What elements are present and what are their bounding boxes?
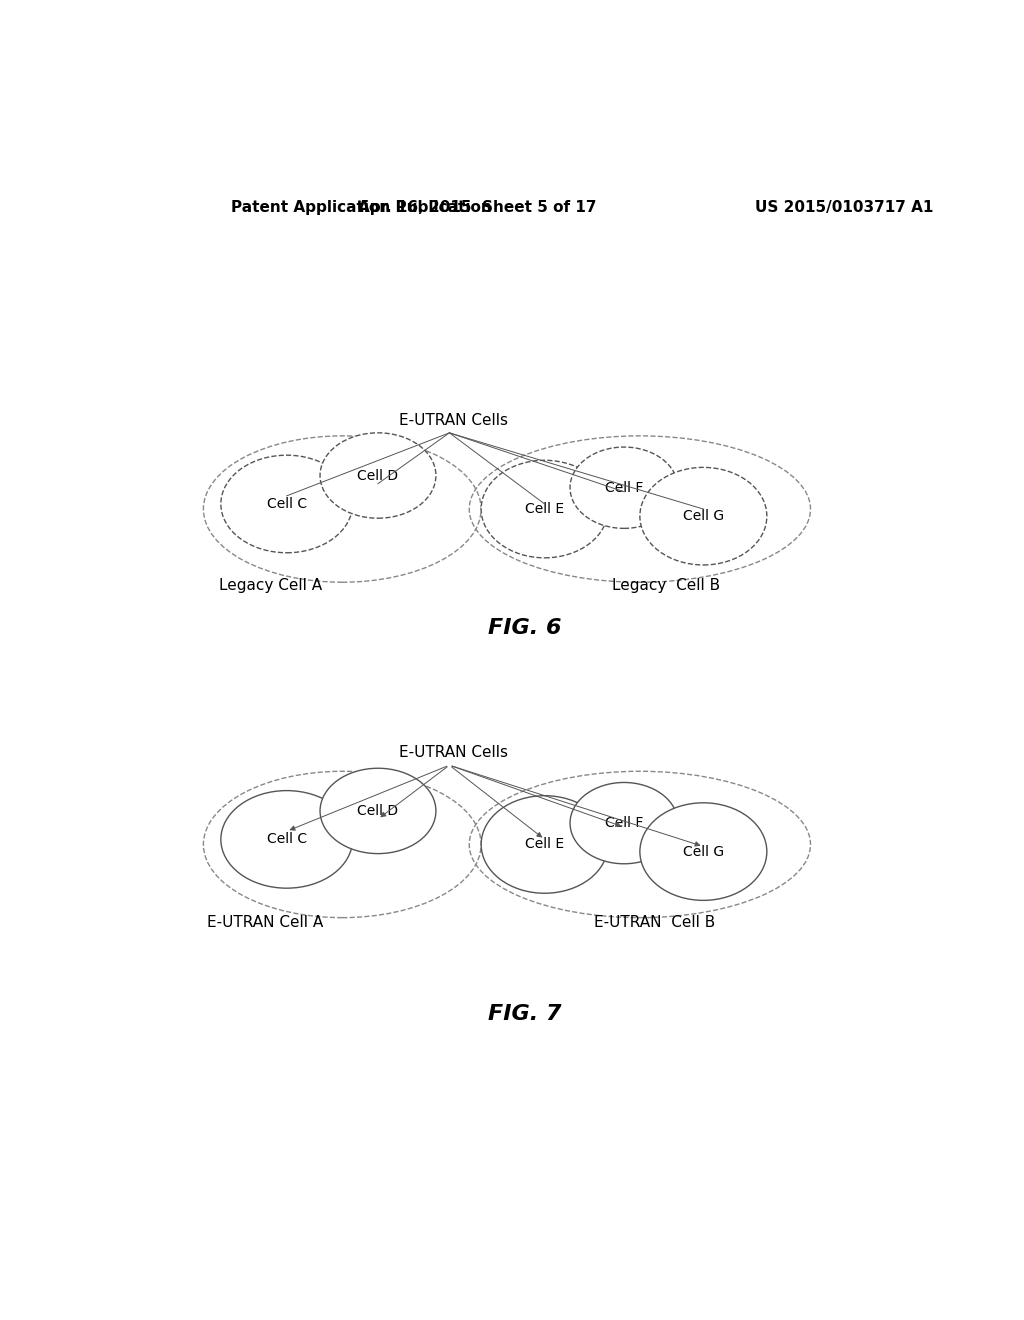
Text: Cell F: Cell F	[605, 816, 643, 830]
Text: US 2015/0103717 A1: US 2015/0103717 A1	[755, 199, 933, 215]
Text: Cell F: Cell F	[605, 480, 643, 495]
Text: Cell G: Cell G	[683, 845, 724, 858]
Text: Cell G: Cell G	[683, 510, 724, 523]
Text: Legacy  Cell B: Legacy Cell B	[612, 578, 720, 593]
Text: E-UTRAN Cells: E-UTRAN Cells	[399, 744, 508, 760]
Text: Apr. 16, 2015  Sheet 5 of 17: Apr. 16, 2015 Sheet 5 of 17	[358, 199, 596, 215]
Ellipse shape	[221, 791, 352, 888]
Text: Cell E: Cell E	[525, 837, 564, 851]
Text: Cell C: Cell C	[266, 833, 307, 846]
Ellipse shape	[570, 783, 678, 863]
Text: E-UTRAN Cell A: E-UTRAN Cell A	[207, 915, 324, 931]
Text: E-UTRAN Cells: E-UTRAN Cells	[399, 413, 508, 428]
Ellipse shape	[221, 455, 352, 553]
Text: Legacy Cell A: Legacy Cell A	[219, 578, 323, 593]
Text: Cell D: Cell D	[357, 804, 398, 818]
Text: Cell D: Cell D	[357, 469, 398, 483]
Text: Cell E: Cell E	[525, 502, 564, 516]
Ellipse shape	[640, 467, 767, 565]
Ellipse shape	[481, 796, 608, 894]
Ellipse shape	[321, 433, 436, 519]
Text: Patent Application Publication: Patent Application Publication	[231, 199, 492, 215]
Text: FIG. 6: FIG. 6	[488, 618, 561, 638]
Ellipse shape	[570, 447, 678, 528]
Ellipse shape	[640, 803, 767, 900]
Text: Cell C: Cell C	[266, 496, 307, 511]
Text: FIG. 7: FIG. 7	[488, 1005, 561, 1024]
Text: E-UTRAN  Cell B: E-UTRAN Cell B	[594, 915, 715, 931]
Ellipse shape	[321, 768, 436, 854]
Ellipse shape	[481, 461, 608, 558]
